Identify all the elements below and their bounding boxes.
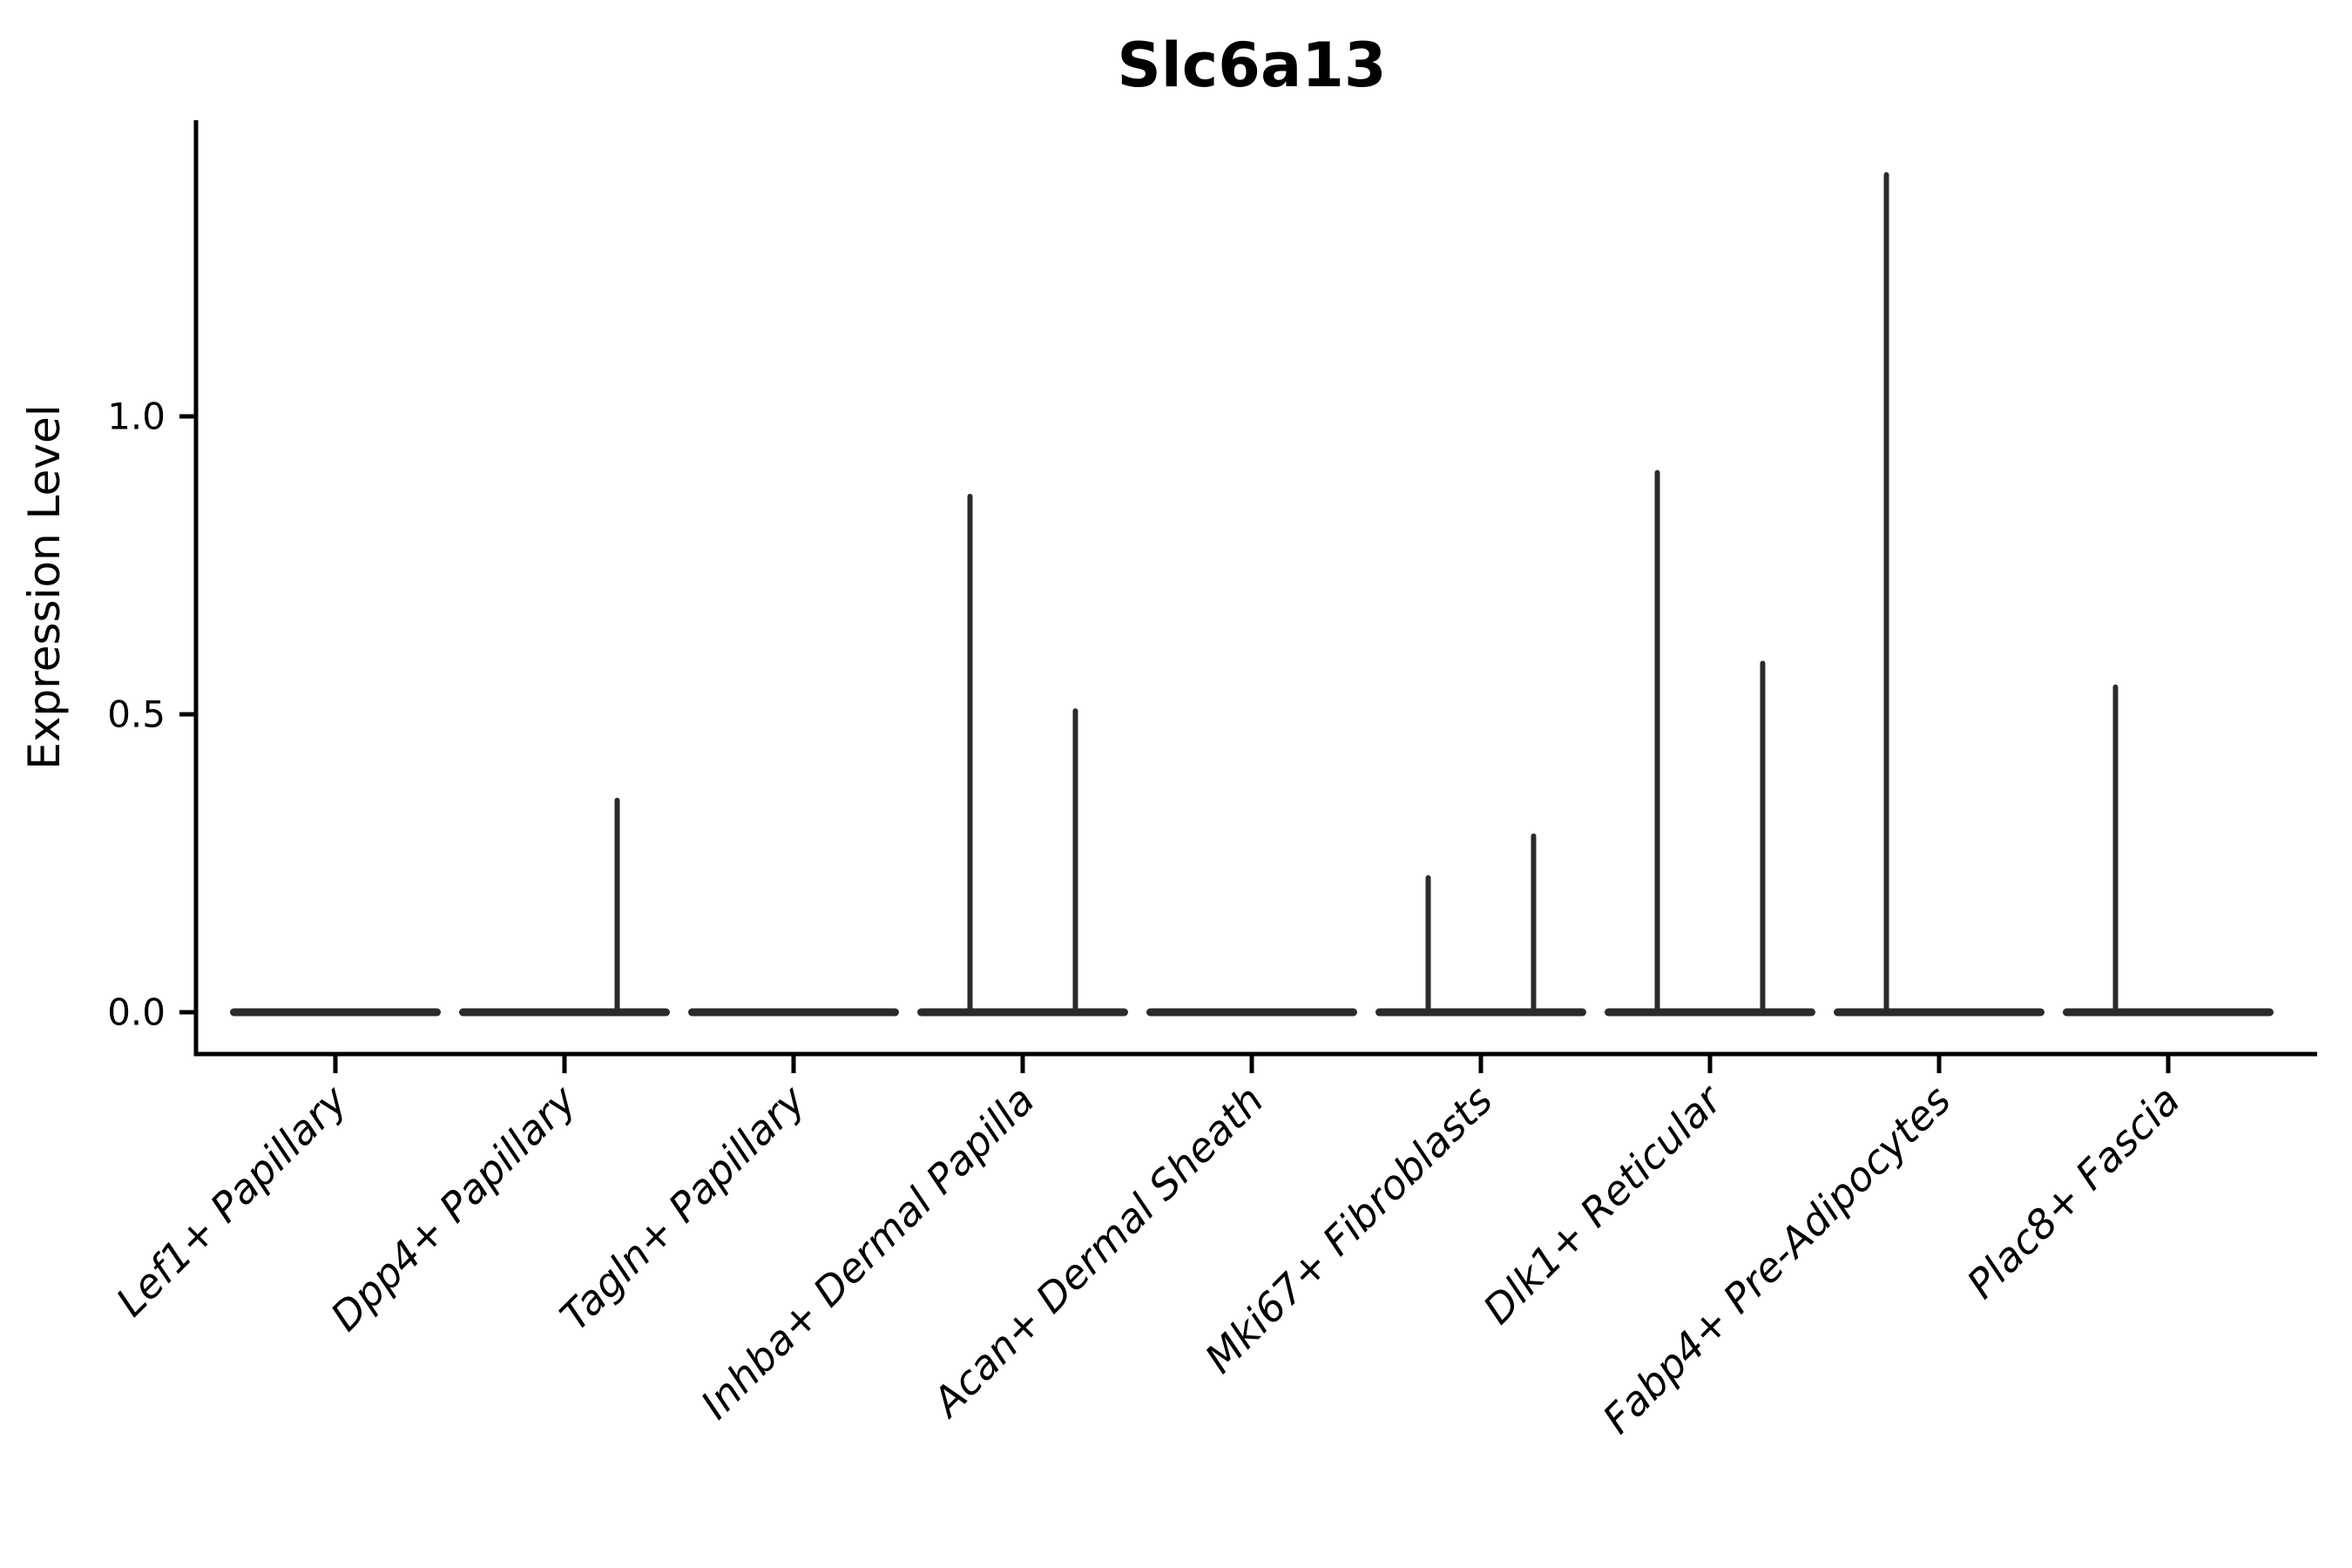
violin [2063, 684, 2274, 1017]
y-axis-label: Expression Level [19, 404, 70, 769]
violin [688, 1008, 899, 1017]
violin-spike [1883, 172, 1889, 1017]
y-tick-label: 0.5 [107, 693, 166, 736]
violin-spike [614, 797, 620, 1017]
violin-base [1375, 1008, 1586, 1017]
x-tick-label: Plac8+ Fascia [1957, 1077, 2188, 1308]
violin-base [230, 1008, 441, 1017]
violin [1605, 470, 1815, 1017]
violin-base [1605, 1008, 1815, 1017]
violin-spike [2112, 684, 2119, 1017]
violin-spike [1425, 875, 1431, 1017]
violin-spike [967, 493, 973, 1017]
violin [917, 493, 1128, 1017]
chart-title: Slc6a13 [1117, 30, 1386, 101]
violin [1834, 172, 2044, 1017]
violin [1146, 1008, 1357, 1017]
x-tick-label: Tagln+ Papillary [551, 1076, 814, 1340]
violin [459, 797, 670, 1017]
violin-spike [1760, 660, 1766, 1017]
x-tick-label: Dlk1+ Reticular [1474, 1074, 1733, 1333]
violin-base [688, 1008, 899, 1017]
violin [230, 1008, 441, 1017]
violin-layer [230, 172, 2274, 1017]
y-tick-label: 1.0 [107, 395, 166, 438]
violin-base [917, 1008, 1128, 1017]
violin-base [1146, 1008, 1357, 1017]
violin-base [459, 1008, 670, 1017]
y-tick-label: 0.0 [107, 991, 166, 1034]
violin-spike [1072, 708, 1078, 1017]
violin-base [1834, 1008, 2044, 1017]
x-tick-label: Dpp4+ Papillary [321, 1076, 585, 1340]
violin-spike [1531, 833, 1537, 1017]
violin-base [2063, 1008, 2274, 1017]
x-tick-label: Lef1+ Papillary [107, 1076, 356, 1325]
violin [1375, 833, 1586, 1017]
violin-spike [1654, 470, 1660, 1017]
